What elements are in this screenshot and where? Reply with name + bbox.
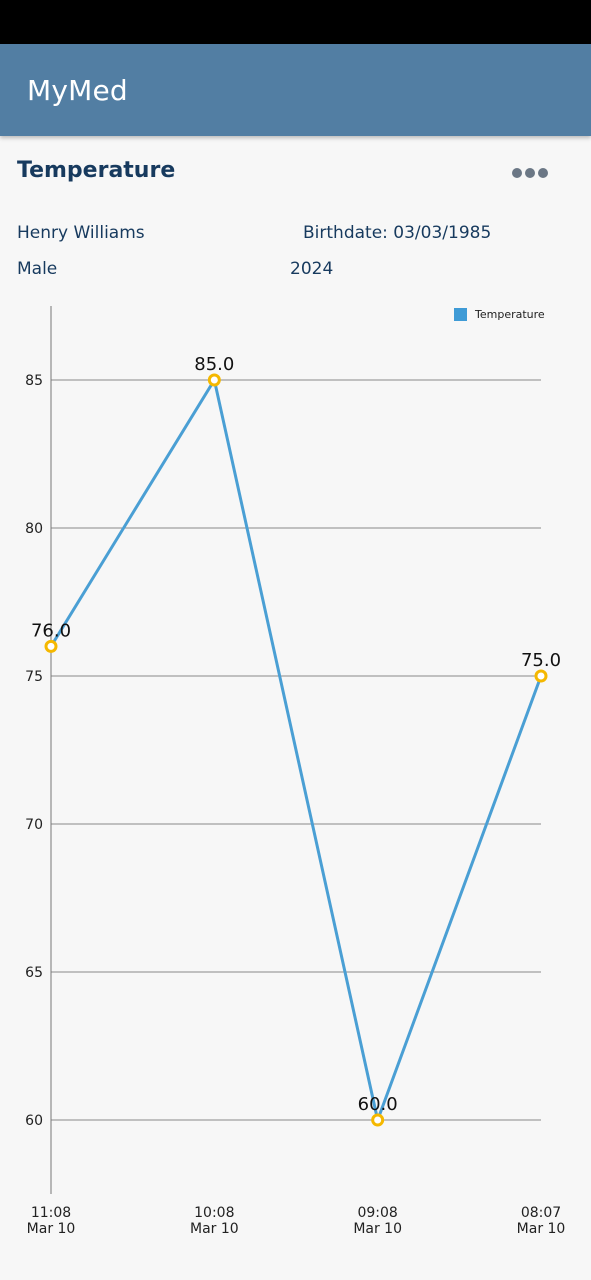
app-bar: MyMed: [0, 44, 591, 136]
data-point: [207, 373, 221, 387]
data-label: 76.0: [31, 620, 71, 641]
x-tick-date: Mar 10: [517, 1221, 566, 1237]
x-tick-date: Mar 10: [27, 1221, 76, 1237]
data-point: [534, 669, 548, 683]
patient-sex: Male: [17, 259, 58, 279]
more-options-button[interactable]: [506, 162, 554, 184]
data-label: 75.0: [521, 650, 561, 671]
patient-birthdate: Birthdate: 03/03/1985: [303, 223, 492, 243]
more-horizontal-icon: [512, 168, 522, 178]
y-tick-label: 75: [25, 669, 43, 685]
x-tick-time: 11:08: [31, 1205, 71, 1221]
data-label: 60.0: [358, 1094, 398, 1115]
data-point: [44, 639, 58, 653]
page-title: Temperature: [17, 158, 176, 183]
legend-swatch: [454, 308, 467, 321]
y-tick-label: 60: [25, 1113, 43, 1129]
record-year: 2024: [290, 259, 334, 279]
chart-legend: Temperature: [454, 308, 545, 321]
y-tick-label: 65: [25, 965, 43, 981]
x-tick-time: 10:08: [194, 1205, 234, 1221]
status-bar: [0, 0, 591, 44]
x-tick-date: Mar 10: [353, 1221, 402, 1237]
patient-name: Henry Williams: [17, 223, 145, 243]
legend-label: Temperature: [475, 308, 545, 321]
data-label: 85.0: [194, 354, 234, 375]
more-horizontal-icon-dot: [538, 168, 548, 178]
x-tick-date: Mar 10: [190, 1221, 239, 1237]
y-tick-label: 70: [25, 817, 43, 833]
data-point: [371, 1113, 385, 1127]
x-tick-time: 09:08: [357, 1205, 397, 1221]
y-tick-label: 80: [25, 521, 43, 537]
y-tick-label: 85: [25, 373, 43, 389]
x-tick-time: 08:07: [521, 1205, 561, 1221]
series-line-temperature: [49, 378, 543, 1122]
app-title: MyMed: [27, 74, 128, 107]
more-horizontal-icon-dot: [525, 168, 535, 178]
